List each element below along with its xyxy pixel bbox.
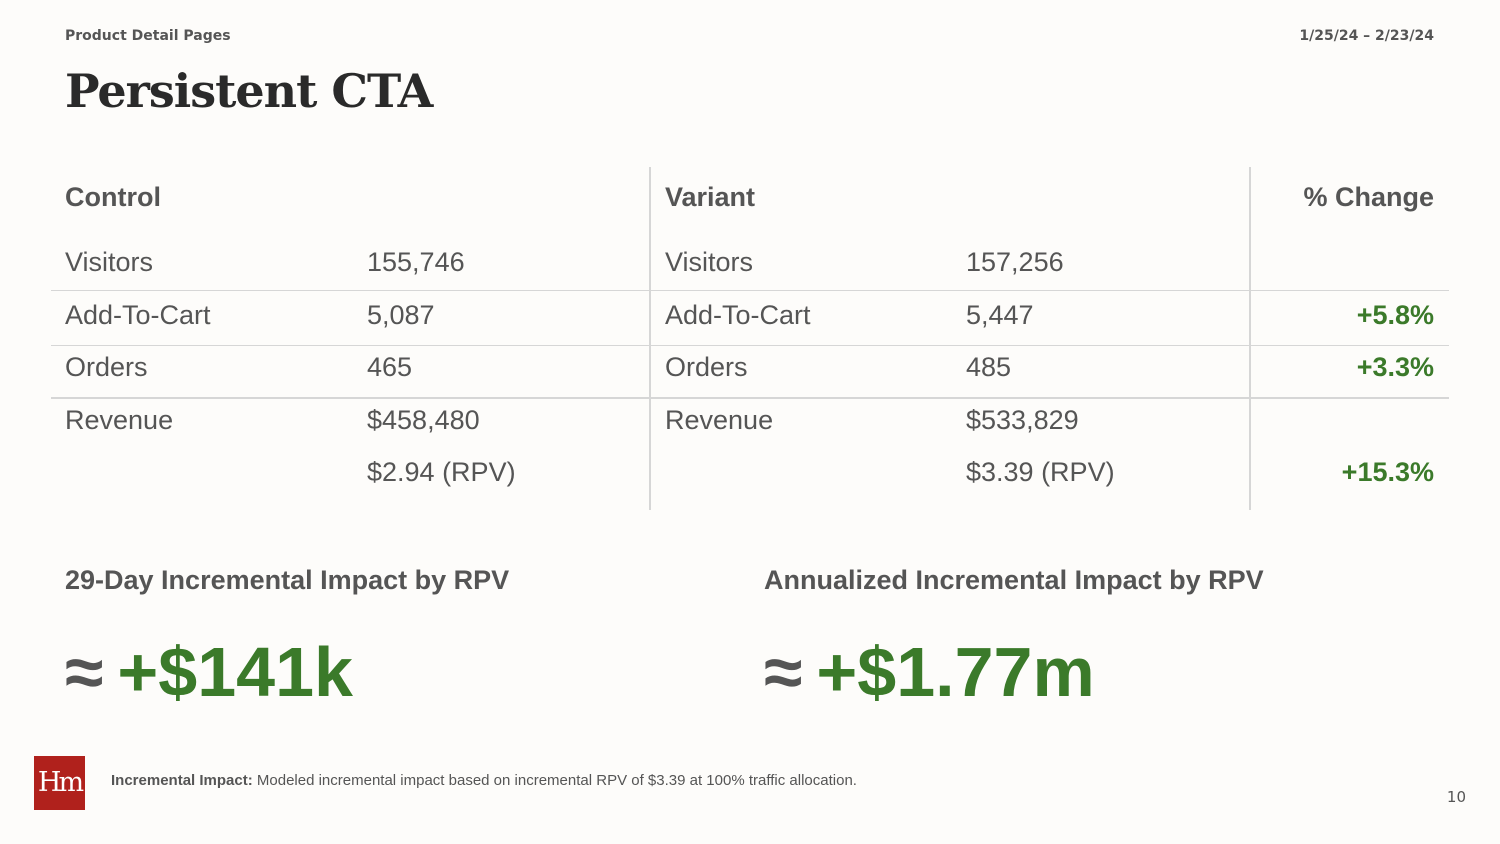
cell-value: 5,447 bbox=[966, 300, 1034, 330]
approx-sign: ≈ bbox=[65, 633, 104, 711]
impact-value: ≈ +$1.77m bbox=[764, 628, 1095, 716]
row-label: Orders bbox=[665, 352, 748, 382]
row-label: Visitors bbox=[665, 247, 754, 277]
page-number: 10 bbox=[1446, 788, 1466, 806]
column-divider bbox=[649, 167, 651, 510]
column-header: Control bbox=[65, 182, 161, 212]
row-label: Visitors bbox=[65, 247, 154, 277]
date-range: 1/25/24 – 2/23/24 bbox=[1299, 28, 1434, 44]
row-divider bbox=[51, 345, 1449, 346]
percent-change: +5.8% bbox=[1356, 300, 1434, 330]
footnote: Incremental Impact: Modeled incremental … bbox=[111, 772, 857, 789]
cell-value: 157,256 bbox=[966, 247, 1064, 277]
row-label: Revenue bbox=[65, 405, 174, 435]
column-header: % Change bbox=[1303, 182, 1434, 212]
percent-change: +3.3% bbox=[1356, 352, 1434, 382]
row-label: Revenue bbox=[665, 405, 774, 435]
column-header: Variant bbox=[665, 182, 756, 212]
impact-heading: 29-Day Incremental Impact by RPV bbox=[65, 565, 510, 595]
slide-title: Persistent CTA bbox=[65, 64, 433, 118]
footnote-text: Modeled incremental impact based on incr… bbox=[256, 772, 857, 789]
impact-value: ≈ +$141k bbox=[65, 628, 353, 716]
cell-value: $533,829 bbox=[966, 405, 1079, 435]
percent-change: +15.3% bbox=[1341, 457, 1434, 487]
section-label: Product Detail Pages bbox=[65, 28, 231, 44]
impact-heading: Annualized Incremental Impact by RPV bbox=[764, 565, 1264, 595]
cell-value: $2.94 (RPV) bbox=[367, 457, 516, 487]
cell-value: 485 bbox=[966, 352, 1012, 382]
impact-number: +$141k bbox=[117, 633, 353, 711]
approx-sign: ≈ bbox=[764, 633, 803, 711]
row-label: Orders bbox=[65, 352, 148, 382]
row-divider bbox=[51, 290, 1449, 291]
cell-value: 5,087 bbox=[367, 300, 435, 330]
row-divider bbox=[51, 397, 1449, 399]
cell-value: 465 bbox=[367, 352, 413, 382]
row-label: Add-To-Cart bbox=[65, 300, 211, 330]
row-label: Add-To-Cart bbox=[665, 300, 811, 330]
impact-number: +$1.77m bbox=[816, 633, 1095, 711]
column-divider bbox=[1249, 167, 1251, 510]
cell-value: 155,746 bbox=[367, 247, 465, 277]
cell-value: $458,480 bbox=[367, 405, 480, 435]
cell-value: $3.39 (RPV) bbox=[966, 457, 1115, 487]
footnote-label: Incremental Impact: bbox=[111, 772, 253, 789]
logo: Hm bbox=[34, 756, 85, 810]
